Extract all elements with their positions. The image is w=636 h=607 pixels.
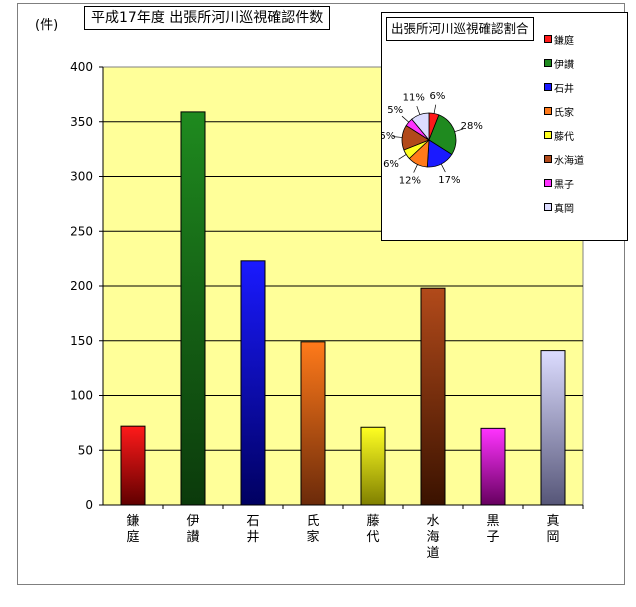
pie-leader-line [440, 163, 446, 173]
pie-percent-label: 15% [382, 131, 395, 142]
legend-label: 水海道 [554, 155, 584, 167]
legend-swatch [544, 107, 552, 115]
y-tick-label: 350 [70, 115, 93, 129]
pie-percent-label: 6% [429, 91, 445, 102]
pie-legend: 鎌庭伊讃石井氏家藤代水海道黒子真岡 [544, 27, 604, 219]
x-category-label: 氏家 [306, 514, 319, 545]
legend-label: 伊讃 [554, 59, 574, 71]
legend-label: 鎌庭 [554, 35, 574, 47]
pie-slice-8 [411, 112, 430, 142]
legend-label: 黒子 [554, 179, 574, 191]
y-tick-label: 50 [78, 443, 93, 457]
bar-4 [300, 341, 326, 506]
legend-item: 真岡 [544, 195, 604, 219]
pie-leader-line [393, 136, 403, 138]
x-category-label: 鎌庭 [126, 514, 139, 545]
legend-swatch [544, 59, 552, 67]
legend-swatch [544, 179, 552, 187]
y-tick-label: 400 [70, 60, 93, 74]
legend-label: 藤代 [554, 131, 574, 143]
pie-percent-label: 5% [387, 105, 403, 116]
y-tick-label: 200 [70, 279, 93, 293]
bar-7 [480, 427, 506, 506]
pie-percent-label: 11% [403, 93, 425, 104]
bar-2 [180, 111, 206, 506]
x-category-label: 伊讃 [186, 514, 199, 545]
x-category-label: 水海道 [426, 514, 439, 561]
legend-swatch [544, 131, 552, 139]
x-category-label: 藤代 [366, 514, 379, 545]
y-axis-unit-label: (件) [35, 18, 59, 33]
pie-leader-line [398, 154, 407, 160]
y-tick-label: 250 [70, 224, 93, 238]
legend-item: 石井 [544, 75, 604, 99]
y-tick-label: 0 [85, 498, 93, 512]
x-category-label: 真岡 [546, 514, 559, 545]
y-tick-label: 150 [70, 334, 93, 348]
legend-item: 黒子 [544, 171, 604, 195]
chart-title: 平成17年度 出張所河川巡視確認件数 [84, 6, 331, 30]
bar-5 [360, 426, 386, 506]
legend-item: 伊讃 [544, 51, 604, 75]
pie-leader-line [454, 128, 464, 132]
legend-label: 真岡 [554, 203, 574, 215]
y-tick-label: 300 [70, 170, 93, 184]
pie-chart-panel: 6%28%17%12%6%15%5%11% 出張所河川巡視確認割合 鎌庭伊讃石井… [381, 12, 628, 241]
bar-1 [120, 425, 146, 506]
legend-item: 氏家 [544, 99, 604, 123]
legend-label: 氏家 [554, 107, 574, 119]
legend-swatch [544, 155, 552, 163]
legend-swatch [544, 203, 552, 211]
pie-leader-line [416, 106, 421, 115]
x-category-label: 黒子 [486, 514, 499, 545]
pie-leader-line [401, 115, 409, 123]
chart-frame [17, 3, 625, 585]
y-tick-label: 100 [70, 389, 93, 403]
pie-leader-line [433, 104, 437, 114]
bar-3 [240, 260, 266, 506]
pie-chart: 6%28%17%12%6%15%5%11% [382, 91, 483, 187]
legend-item: 水海道 [544, 147, 604, 171]
pie-percent-label: 12% [399, 176, 421, 187]
x-category-label: 石井 [246, 514, 259, 545]
pie-percent-label: 17% [438, 175, 460, 186]
bar-8 [540, 350, 566, 506]
pie-leader-line [413, 164, 418, 173]
legend-item: 藤代 [544, 123, 604, 147]
pie-chart-title: 出張所河川巡視確認割合 [386, 17, 534, 41]
pie-percent-label: 6% [383, 159, 399, 170]
legend-swatch [544, 83, 552, 91]
bar-6 [420, 287, 446, 506]
legend-label: 石井 [554, 83, 574, 95]
pie-slice-2 [428, 114, 457, 156]
legend-swatch [544, 35, 552, 43]
legend-item: 鎌庭 [544, 27, 604, 51]
pie-percent-label: 28% [461, 121, 483, 132]
